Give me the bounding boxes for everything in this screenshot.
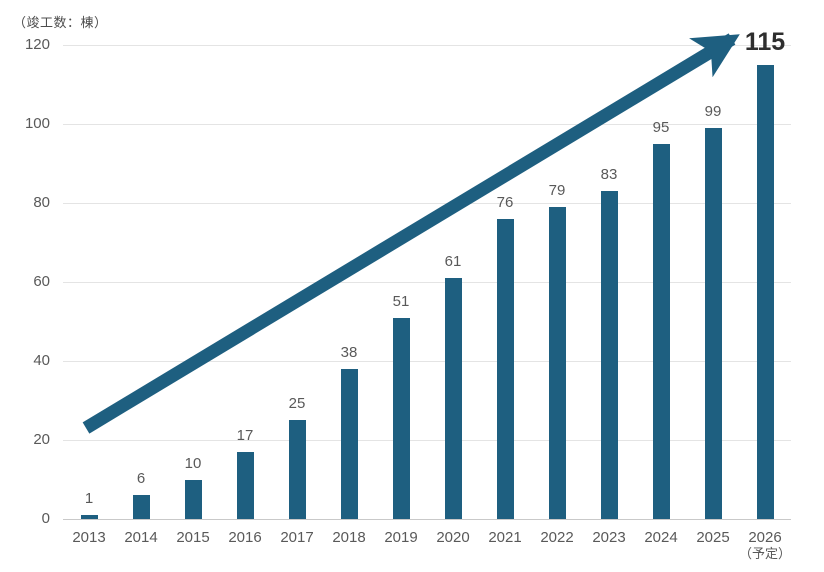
x-tick-label: 2014 <box>124 529 158 546</box>
bar <box>756 64 774 520</box>
gridline <box>63 203 791 204</box>
x-tick-label: 2015 <box>176 529 210 546</box>
x-tick-label: 2021 <box>488 529 522 546</box>
bar <box>704 128 722 519</box>
gridline <box>63 361 791 362</box>
bar <box>652 143 670 520</box>
bar-value-label: 38 <box>340 343 358 361</box>
x-axis-line <box>63 519 791 520</box>
x-tick-label: 2025 <box>696 529 730 546</box>
x-tick-label: 2016 <box>228 529 262 546</box>
bar-value-label: 17 <box>236 426 254 444</box>
bar-value-label: 83 <box>600 166 618 184</box>
bar <box>600 191 618 519</box>
y-axis-unit-label: （竣工数：棟） <box>13 15 108 30</box>
bar <box>80 515 98 519</box>
x-tick-label: 2017 <box>280 529 314 546</box>
x-tick-label: 2022 <box>540 529 574 546</box>
x-tick-label: 2024 <box>644 529 678 546</box>
x-tick-sublabel: （予定） <box>738 546 791 561</box>
bar-value-label: 6 <box>136 470 146 488</box>
bar-value-label: 25 <box>288 395 306 413</box>
y-tick-label: 0 <box>41 510 50 527</box>
bar-value-label: 61 <box>444 253 462 271</box>
bar <box>236 451 254 519</box>
x-tick-label: 2018 <box>332 529 366 546</box>
x-tick-label: 2023 <box>592 529 626 546</box>
bar-value-label: 1 <box>84 490 94 507</box>
x-tick-label: 2026 （予定） <box>733 529 797 561</box>
gridline <box>63 282 791 283</box>
gridline <box>63 45 791 46</box>
y-tick-label: 80 <box>33 194 50 211</box>
bar-value-label: 51 <box>392 292 410 310</box>
y-tick-label: 60 <box>33 273 50 290</box>
bar <box>392 317 410 519</box>
x-tick-label: 2020 <box>436 529 470 546</box>
bar <box>548 206 566 519</box>
bar <box>340 368 358 519</box>
bar <box>496 218 514 519</box>
gridline <box>63 440 791 441</box>
y-tick-label: 40 <box>33 352 50 369</box>
y-tick-label: 120 <box>24 36 50 53</box>
y-tick-label: 20 <box>33 431 50 448</box>
bar-value-label: 99 <box>704 103 722 120</box>
bar-value-label: 10 <box>184 454 202 472</box>
bar <box>132 495 150 519</box>
x-tick-label: 2019 <box>384 529 418 546</box>
y-tick-label: 100 <box>24 115 50 132</box>
x-tick-label: 2013 <box>72 529 106 546</box>
bar-value-label: 115 <box>744 27 786 56</box>
bar <box>444 278 462 519</box>
bar <box>288 420 306 520</box>
bar <box>184 479 202 519</box>
